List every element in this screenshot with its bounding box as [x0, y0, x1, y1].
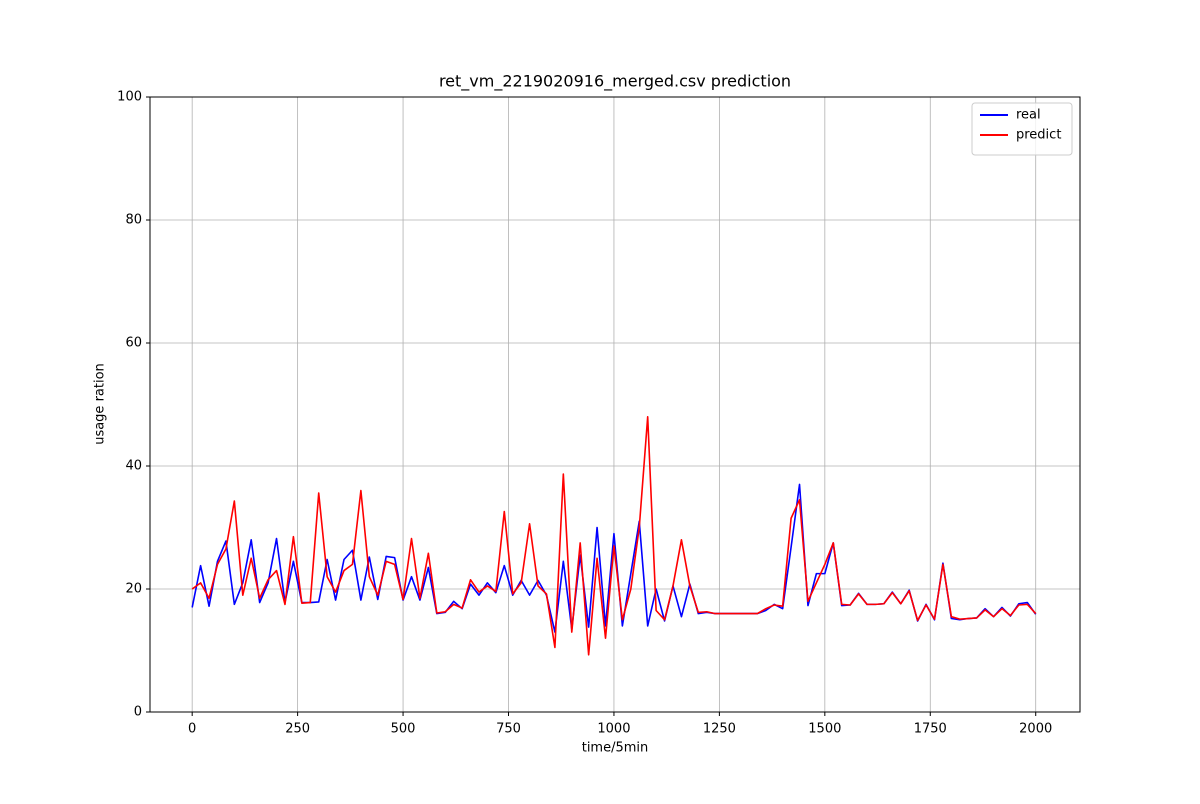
y-tick-label: 100: [117, 90, 142, 105]
legend-label: predict: [1016, 128, 1061, 143]
x-tick-label: 1750: [914, 722, 947, 737]
x-tick-label: 500: [391, 722, 416, 737]
x-tick-label: 1250: [703, 722, 736, 737]
x-tick-label: 0: [188, 722, 196, 737]
y-tick-label: 60: [125, 336, 142, 351]
y-tick-label: 0: [134, 705, 142, 720]
x-tick-label: 250: [285, 722, 310, 737]
x-tick-label: 1500: [808, 722, 841, 737]
y-axis-label: usage ration: [93, 363, 108, 445]
x-tick-label: 2000: [1019, 722, 1052, 737]
x-tick-label: 1000: [597, 722, 630, 737]
legend-label: real: [1016, 108, 1041, 123]
x-tick-label: 750: [496, 722, 521, 737]
y-tick-label: 80: [125, 213, 142, 228]
y-tick-label: 20: [125, 582, 142, 597]
x-axis-label: time/5min: [582, 741, 649, 756]
series-line: [191, 416, 1037, 656]
plot-frame: [149, 96, 1081, 713]
chart-title: ret_vm_2219020916_merged.csv prediction: [439, 72, 791, 92]
y-tick-label: 40: [125, 459, 142, 474]
